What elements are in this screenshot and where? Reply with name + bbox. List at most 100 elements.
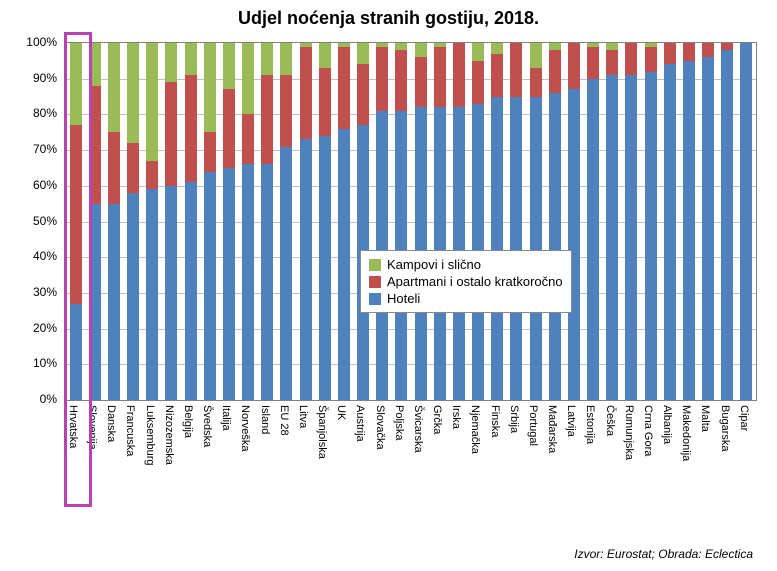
chart-title: Udjel noćenja stranih gostiju, 2018. xyxy=(0,8,777,29)
segment-hoteli xyxy=(702,57,714,400)
segment-hoteli xyxy=(645,72,657,400)
bar-Estonija xyxy=(587,43,599,400)
segment-kampovi xyxy=(165,43,177,82)
legend: Kampovi i slično Apartmani i ostalo kratk… xyxy=(360,250,572,313)
bar-Švicarska xyxy=(415,43,427,400)
y-tick-label: 30% xyxy=(0,285,57,299)
x-tick-label: Finska xyxy=(489,405,501,437)
segment-kampovi xyxy=(491,43,503,54)
bar-Poljska xyxy=(395,43,407,400)
bar-Rumunjska xyxy=(625,43,637,400)
segment-kampovi xyxy=(70,43,82,125)
bar-Češka xyxy=(606,43,618,400)
bar-Grčka xyxy=(434,43,446,400)
segment-apartmani xyxy=(204,132,216,171)
x-tick-label: Slovačka xyxy=(374,405,386,450)
x-tick-label: Francuska xyxy=(124,405,136,456)
segment-hoteli xyxy=(606,75,618,400)
segment-kampovi xyxy=(395,43,407,50)
x-tick-label: Češka xyxy=(604,405,616,436)
segment-kampovi xyxy=(434,43,446,47)
x-tick-label: Luksemburg xyxy=(144,405,156,466)
bar-Španjolska xyxy=(319,43,331,400)
segment-apartmani xyxy=(453,43,465,107)
bar-Danska xyxy=(108,43,120,400)
segment-kampovi xyxy=(338,43,350,47)
segment-apartmani xyxy=(415,57,427,107)
bar-Hrvatska xyxy=(70,43,82,400)
x-tick-label: Španjolska xyxy=(316,405,328,459)
x-tick-label: Norveška xyxy=(239,405,251,451)
legend-label: Kampovi i slično xyxy=(387,257,481,272)
x-tick-label: Latvija xyxy=(565,405,577,437)
segment-apartmani xyxy=(530,68,542,97)
bar-Latvija xyxy=(568,43,580,400)
legend-label: Apartmani i ostalo kratkoročno xyxy=(387,274,563,289)
segment-hoteli xyxy=(223,168,235,400)
segment-hoteli xyxy=(127,193,139,400)
x-tick-label: Malta xyxy=(699,405,711,432)
segment-hoteli xyxy=(185,182,197,400)
y-tick-label: 0% xyxy=(0,392,57,406)
bar-Švedska xyxy=(204,43,216,400)
segment-apartmani xyxy=(587,47,599,79)
segment-hoteli xyxy=(587,79,599,400)
x-tick-label: Grčka xyxy=(431,405,443,434)
x-tick-label: Albanija xyxy=(661,405,673,444)
legend-label: Hoteli xyxy=(387,291,420,306)
segment-hoteli xyxy=(70,304,82,400)
segment-kampovi xyxy=(319,43,331,68)
segment-apartmani xyxy=(683,43,695,61)
legend-swatch xyxy=(369,276,381,288)
segment-hoteli xyxy=(204,172,216,400)
segment-kampovi xyxy=(280,43,292,75)
bar-Nizozemska xyxy=(165,43,177,400)
y-tick-label: 70% xyxy=(0,142,57,156)
segment-hoteli xyxy=(146,189,158,400)
segment-apartmani xyxy=(702,43,714,57)
y-tick-label: 100% xyxy=(0,35,57,49)
segment-hoteli xyxy=(491,97,503,400)
legend-item-hoteli: Hoteli xyxy=(369,291,563,306)
segment-kampovi xyxy=(606,43,618,50)
segment-kampovi xyxy=(587,43,599,47)
segment-apartmani xyxy=(721,43,733,50)
bar-UK xyxy=(338,43,350,400)
segment-kampovi xyxy=(127,43,139,143)
segment-hoteli xyxy=(319,136,331,400)
x-tick-label: Švedska xyxy=(201,405,213,447)
segment-kampovi xyxy=(472,43,484,61)
x-tick-label: Njemačka xyxy=(469,405,481,454)
bar-Italija xyxy=(223,43,235,400)
bar-Makedonija xyxy=(683,43,695,400)
segment-apartmani xyxy=(185,75,197,182)
segment-apartmani xyxy=(319,68,331,136)
x-tick-label: Austrija xyxy=(354,405,366,442)
plot-area xyxy=(65,42,757,401)
segment-apartmani xyxy=(549,50,561,93)
segment-hoteli xyxy=(664,64,676,400)
x-tick-label: Bugarska xyxy=(719,405,731,451)
segment-apartmani xyxy=(70,125,82,304)
bar-Srbija xyxy=(510,43,522,400)
segment-apartmani xyxy=(165,82,177,186)
segment-apartmani xyxy=(491,54,503,97)
x-tick-label: Mađarska xyxy=(546,405,558,453)
segment-apartmani xyxy=(261,75,273,164)
segment-kampovi xyxy=(204,43,216,132)
segment-hoteli xyxy=(261,164,273,400)
legend-swatch xyxy=(369,259,381,271)
segment-apartmani xyxy=(300,47,312,140)
segment-hoteli xyxy=(89,204,101,400)
bar-Francuska xyxy=(127,43,139,400)
segment-kampovi xyxy=(185,43,197,75)
segment-apartmani xyxy=(223,89,235,168)
x-tick-label: Rumunjska xyxy=(623,405,635,460)
segment-hoteli xyxy=(721,50,733,400)
bar-Cipar xyxy=(740,43,752,400)
segment-apartmani xyxy=(280,75,292,146)
bar-Belgija xyxy=(185,43,197,400)
segment-apartmani xyxy=(434,47,446,108)
bar-Irska xyxy=(453,43,465,400)
legend-swatch xyxy=(369,293,381,305)
